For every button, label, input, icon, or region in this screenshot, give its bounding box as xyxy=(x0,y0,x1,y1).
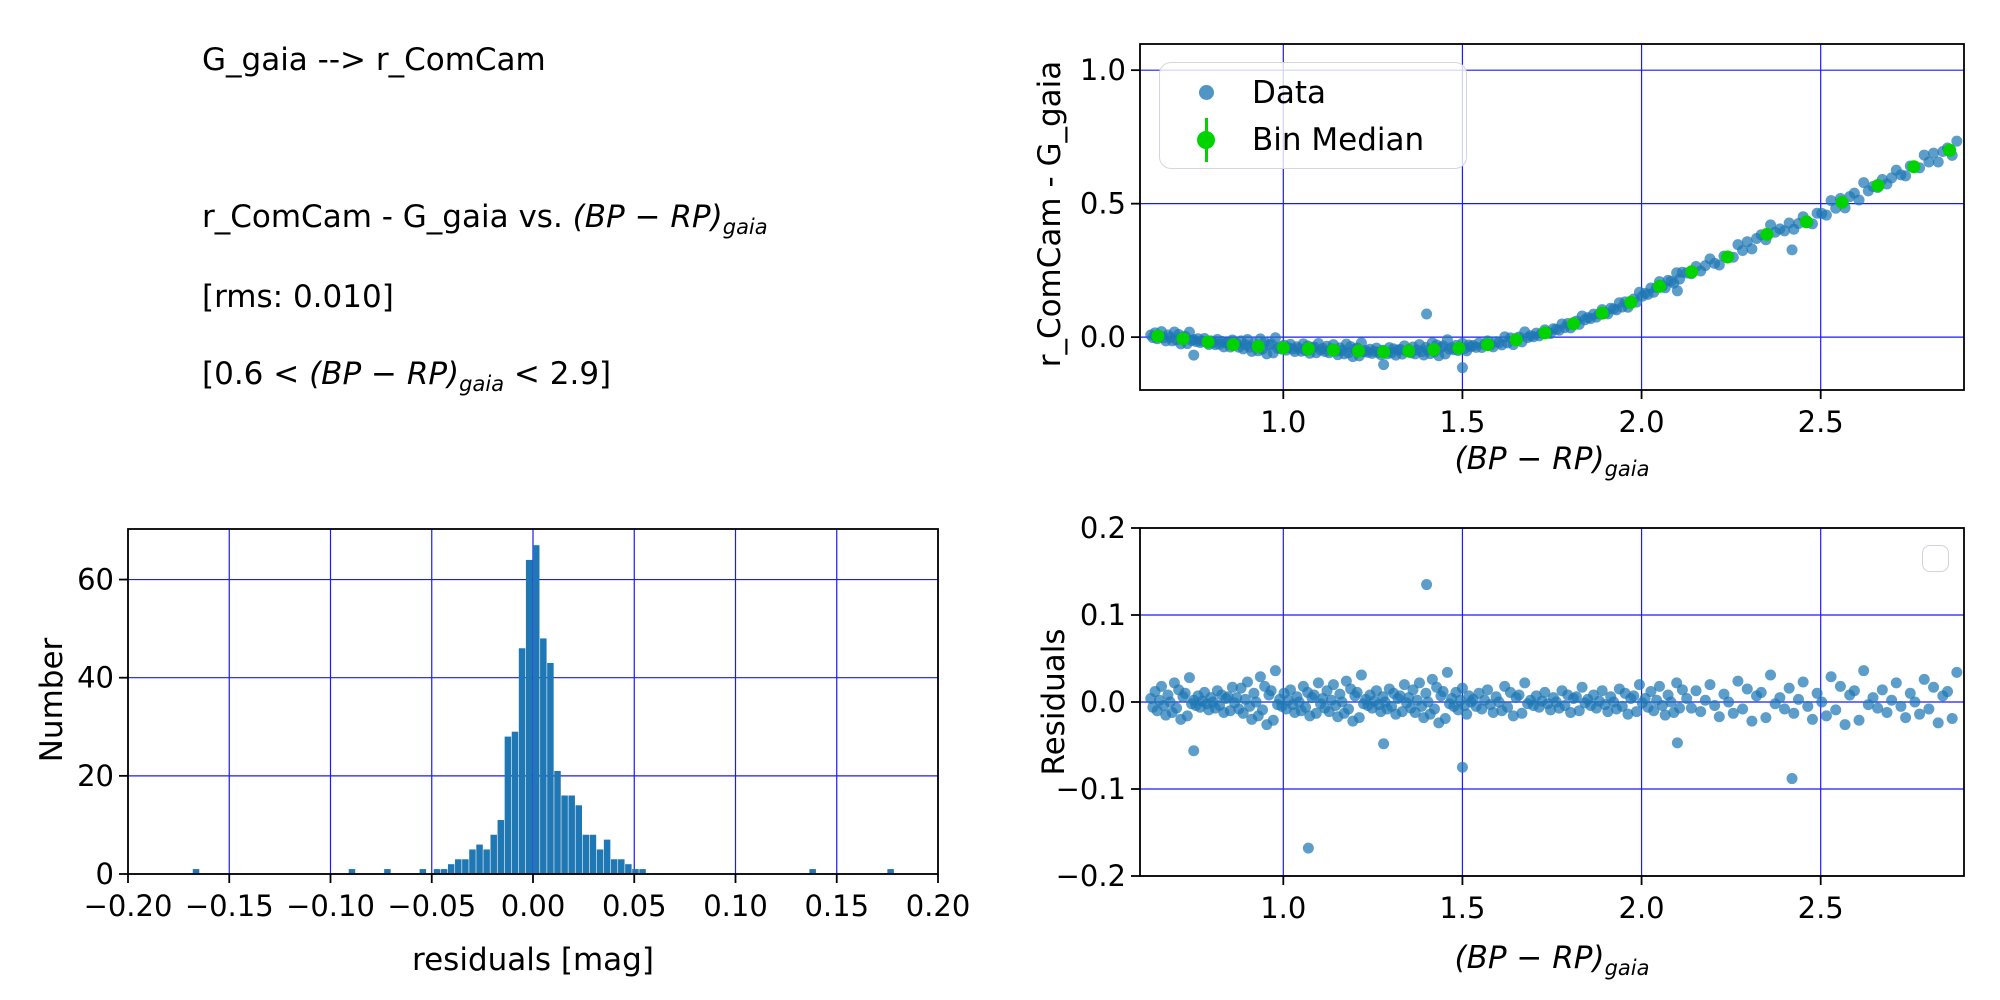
svg-text:0.05: 0.05 xyxy=(602,889,667,923)
residual-histogram-plot: −0.20 −0.15 −0.10 −0.05 0.00 0.05 0.10 0.15 0.20… xyxy=(77,528,970,923)
residual-points xyxy=(1145,579,1963,854)
svg-text:0.2: 0.2 xyxy=(1080,511,1126,545)
histogram-ylabel: Number xyxy=(34,637,70,763)
legend: Data Bin Median xyxy=(1159,62,1467,169)
legend-item-bin-median: Bin Median xyxy=(1160,116,1466,163)
annotation-rms: [rms: 0.010] xyxy=(202,279,394,315)
svg-text:0.1: 0.1 xyxy=(1080,598,1126,632)
histogram-xlabel: residuals [mag] xyxy=(412,942,654,978)
svg-text:0.0: 0.0 xyxy=(1080,685,1126,719)
svg-text:1.5: 1.5 xyxy=(1439,891,1485,925)
top-scatter-plot: 1.0 1.5 2.0 2.5 0.0 0.5 1.0 xyxy=(1080,43,1965,439)
svg-text:40: 40 xyxy=(77,661,114,695)
top-scatter-ylabel: r_ComCam - G_gaia xyxy=(1032,60,1068,368)
svg-text:−0.20: −0.20 xyxy=(84,889,173,923)
legend-item-label: Data xyxy=(1252,74,1327,111)
svg-text:1.5: 1.5 xyxy=(1439,405,1485,439)
svg-text:0.10: 0.10 xyxy=(703,889,768,923)
svg-text:−0.05: −0.05 xyxy=(387,889,476,923)
svg-text:1.0: 1.0 xyxy=(1260,405,1306,439)
svg-text:0.20: 0.20 xyxy=(906,889,971,923)
svg-text:−0.10: −0.10 xyxy=(286,889,375,923)
empty-legend-box xyxy=(1922,545,1949,572)
legend-item-data: Data xyxy=(1160,69,1466,116)
data-marker-icon xyxy=(1160,85,1252,100)
bin-median-marker-icon xyxy=(1160,117,1252,162)
svg-text:2.0: 2.0 xyxy=(1619,891,1665,925)
bin-median-points xyxy=(1151,143,1957,359)
svg-text:0: 0 xyxy=(96,857,114,891)
top-scatter-xlabel: (BP − RP)gaia xyxy=(1454,440,1650,482)
legend-item-label: Bin Median xyxy=(1252,121,1425,158)
svg-text:20: 20 xyxy=(77,759,114,793)
annotation-transform: G_gaia --> r_ComCam xyxy=(202,42,546,78)
svg-text:2.5: 2.5 xyxy=(1798,891,1844,925)
svg-text:60: 60 xyxy=(77,563,114,597)
svg-text:−0.2: −0.2 xyxy=(1056,859,1126,893)
annotation-relation: r_ComCam - G_gaia vs. (BP − RP)gaia xyxy=(202,199,768,240)
tick-labels: −0.20 −0.15 −0.10 −0.05 0.00 0.05 0.10 0.15 0.20… xyxy=(77,563,970,923)
residual-scatter-xlabel: (BP − RP)gaia xyxy=(1454,939,1650,981)
svg-text:0.0: 0.0 xyxy=(1080,320,1126,354)
residual-scatter-plot: 1.0 1.5 2.0 2.5 −0.2 −0.1 0.0 0.1 0.2 xyxy=(1056,511,1965,925)
axes-frame xyxy=(1139,43,1965,391)
svg-text:1.0: 1.0 xyxy=(1080,53,1126,87)
svg-text:0.15: 0.15 xyxy=(804,889,869,923)
svg-text:−0.1: −0.1 xyxy=(1056,772,1126,806)
svg-text:0.5: 0.5 xyxy=(1080,187,1126,221)
svg-text:2.0: 2.0 xyxy=(1619,405,1665,439)
tick-labels: 1.0 1.5 2.0 2.5 −0.2 −0.1 0.0 0.1 0.2 xyxy=(1056,511,1844,925)
svg-text:−0.15: −0.15 xyxy=(185,889,274,923)
svg-text:2.5: 2.5 xyxy=(1798,405,1844,439)
residual-scatter-ylabel: Residuals xyxy=(1036,628,1072,776)
histogram-bars xyxy=(192,545,894,874)
svg-text:0.00: 0.00 xyxy=(501,889,566,923)
tick-labels: 1.0 1.5 2.0 2.5 0.0 0.5 1.0 xyxy=(1080,53,1844,439)
annotation-color-range: [0.6 < (BP − RP)gaia < 2.9] xyxy=(202,356,612,397)
svg-text:1.0: 1.0 xyxy=(1260,891,1306,925)
